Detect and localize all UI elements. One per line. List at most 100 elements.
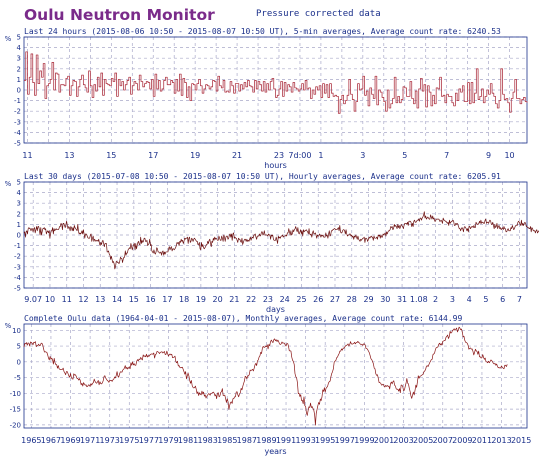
- x-tick-label: 1971: [80, 436, 100, 445]
- x-tick-label: 17: [148, 151, 158, 160]
- y-tick-label: -2: [14, 108, 21, 116]
- y-axis-label: %: [5, 35, 12, 43]
- x-tick-label: 15: [106, 151, 116, 160]
- plot-frame: [23, 323, 528, 429]
- x-tick-label: 9: [486, 151, 491, 160]
- x-tick-label: 2005: [413, 436, 433, 445]
- x-tick-label: 1965: [21, 436, 41, 445]
- x-tick-label: 3: [450, 295, 455, 304]
- y-tick-label: -3: [14, 118, 21, 126]
- y-axis-label: %: [5, 180, 12, 188]
- y-tick-label: -4: [14, 129, 22, 137]
- x-tick-label: 25: [296, 295, 306, 304]
- y-tick-label: 5: [17, 179, 21, 187]
- x-tick-label: 15: [129, 295, 139, 304]
- x-tick-label: 2007: [433, 436, 453, 445]
- y-tick-label: -20: [10, 421, 21, 429]
- y-tick-label: -15: [10, 406, 21, 414]
- y-tick-label: 1: [17, 221, 21, 229]
- y-tick-label: -5: [14, 374, 21, 382]
- plot-frame: [23, 181, 528, 289]
- x-tick-label: 21: [229, 295, 239, 304]
- x-tick-label: 11: [62, 295, 72, 304]
- x-tick-label: 1973: [100, 436, 120, 445]
- y-tick-label: 0: [17, 358, 21, 366]
- y-tick-label: -10: [10, 390, 21, 398]
- y-tick-label: 3: [17, 55, 21, 63]
- x-tick-label: 2003: [393, 436, 413, 445]
- y-tick-label: 0: [17, 232, 21, 240]
- x-tick-label: 13: [64, 151, 74, 160]
- page-title: Oulu Neutron Monitor: [24, 6, 215, 24]
- x-tick-label: 2015: [511, 436, 531, 445]
- x-tick-label: 19: [196, 295, 206, 304]
- y-tick-label: 10: [12, 327, 21, 335]
- y-tick-label: 2: [17, 65, 21, 73]
- x-tick-label: 2009: [452, 436, 472, 445]
- x-tick-label: 7: [517, 295, 522, 304]
- x-tick-label: 7: [444, 151, 449, 160]
- x-tick-label: 5: [402, 151, 407, 160]
- series-line-30d: [23, 211, 539, 270]
- x-tick-label: 1987: [237, 436, 257, 445]
- y-tick-label: -4: [14, 274, 22, 282]
- x-tick-label: 3: [360, 151, 365, 160]
- x-tick-label: 1: [318, 151, 323, 160]
- x-tick-label: 4: [467, 295, 472, 304]
- panel-title-complete: Complete Oulu data (1964-04-01 - 2015-08…: [24, 314, 463, 323]
- x-tick-label: 14: [112, 295, 122, 304]
- x-tick-label: 2013: [491, 436, 511, 445]
- x-tick-label: 12: [78, 295, 88, 304]
- y-tick-label: -1: [14, 242, 21, 250]
- x-tick-label: 1979: [158, 436, 178, 445]
- x-tick-label: 1967: [41, 436, 61, 445]
- x-tick-label: 24: [280, 295, 290, 304]
- x-axis-label: hours: [264, 161, 287, 170]
- x-tick-label: 1969: [60, 436, 80, 445]
- x-tick-label: 19: [190, 151, 200, 160]
- y-tick-label: 1: [17, 76, 21, 84]
- x-tick-label: 16: [145, 295, 155, 304]
- y-tick-label: 2: [17, 210, 21, 218]
- x-tick-label: 2011: [472, 436, 492, 445]
- x-tick-label: 28: [347, 295, 357, 304]
- x-axis-label: years: [264, 447, 286, 456]
- x-tick-label: 1993: [295, 436, 315, 445]
- x-tick-label: 23: [274, 151, 284, 160]
- y-tick-label: 5: [17, 343, 21, 351]
- y-tick-label: 4: [17, 189, 22, 197]
- x-tick-label: 1991: [276, 436, 296, 445]
- x-tick-label: 13: [95, 295, 105, 304]
- x-tick-label: 5: [483, 295, 488, 304]
- y-tick-label: -5: [14, 285, 21, 293]
- x-tick-label: 9.07: [24, 295, 42, 304]
- panel-title-30d: Last 30 days (2015-07-08 10:50 - 2015-08…: [24, 172, 501, 181]
- x-tick-label: 1.08: [410, 295, 428, 304]
- y-tick-label: -5: [14, 140, 21, 148]
- x-tick-label: 7d:00: [288, 151, 311, 160]
- x-tick-label: 11: [22, 151, 32, 160]
- x-tick-label: 22: [246, 295, 256, 304]
- x-tick-label: 2001: [374, 436, 394, 445]
- x-tick-label: 2: [433, 295, 438, 304]
- x-tick-label: 18: [179, 295, 189, 304]
- y-tick-label: -1: [14, 97, 21, 105]
- x-tick-label: 1985: [217, 436, 237, 445]
- y-tick-label: 0: [17, 87, 21, 95]
- x-tick-label: 1983: [197, 436, 217, 445]
- x-tick-label: 31: [397, 295, 407, 304]
- series-line-24h: [24, 51, 528, 114]
- x-tick-label: 30: [380, 295, 390, 304]
- y-tick-label: 4: [17, 44, 22, 52]
- x-tick-label: 23: [263, 295, 273, 304]
- x-tick-label: 1981: [178, 436, 198, 445]
- x-tick-label: 1977: [139, 436, 159, 445]
- y-tick-label: 5: [17, 34, 21, 42]
- x-tick-label: 1997: [335, 436, 355, 445]
- x-axis-label: days: [266, 305, 285, 314]
- y-tick-label: -3: [14, 263, 21, 271]
